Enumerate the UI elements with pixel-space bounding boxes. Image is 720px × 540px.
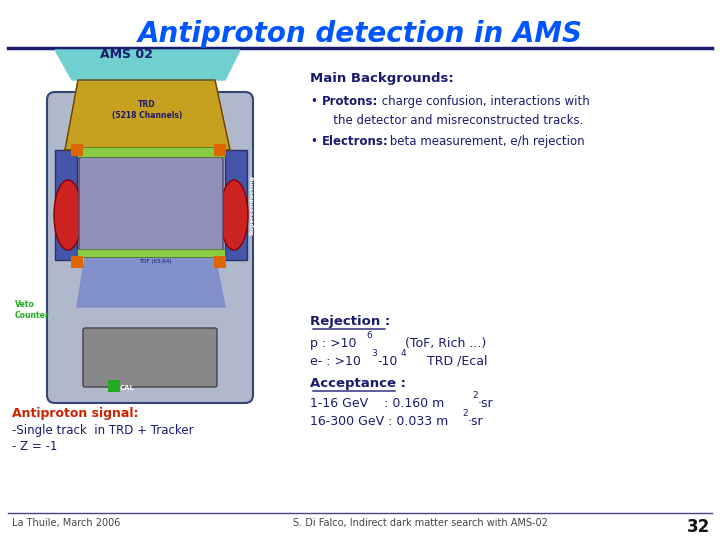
FancyBboxPatch shape bbox=[83, 328, 217, 387]
Text: Antiproton signal:: Antiproton signal: bbox=[12, 407, 138, 420]
Text: 4: 4 bbox=[401, 349, 407, 358]
Text: ·sr: ·sr bbox=[468, 415, 484, 428]
Text: S. Di Falco, Indirect dark matter search with AMS-02: S. Di Falco, Indirect dark matter search… bbox=[292, 518, 547, 528]
Text: Electrons:: Electrons: bbox=[322, 135, 389, 148]
Text: -10: -10 bbox=[377, 355, 397, 368]
Text: Tracker
(300000 Channels): Tracker (300000 Channels) bbox=[118, 199, 184, 211]
Text: 3: 3 bbox=[371, 349, 377, 358]
FancyBboxPatch shape bbox=[47, 92, 253, 403]
Text: •: • bbox=[310, 95, 317, 108]
Text: the detector and misreconstructed tracks.: the detector and misreconstructed tracks… bbox=[322, 114, 583, 127]
Text: ·sr: ·sr bbox=[478, 397, 494, 410]
Bar bbox=[225, 150, 247, 260]
Text: Acceptance :: Acceptance : bbox=[310, 377, 406, 390]
Text: -Single track  in TRD + Tracker: -Single track in TRD + Tracker bbox=[12, 424, 194, 437]
Text: Veto
Counter: Veto Counter bbox=[15, 300, 50, 320]
Text: Protons:: Protons: bbox=[322, 95, 379, 108]
Text: 2: 2 bbox=[462, 409, 467, 418]
Polygon shape bbox=[55, 50, 240, 80]
Bar bbox=[77, 249, 225, 257]
Polygon shape bbox=[77, 257, 225, 307]
Ellipse shape bbox=[54, 180, 82, 250]
Bar bbox=[71, 256, 83, 268]
Text: Main Backgrounds:: Main Backgrounds: bbox=[310, 72, 454, 85]
Text: Antiproton detection in AMS: Antiproton detection in AMS bbox=[138, 20, 582, 48]
Polygon shape bbox=[65, 80, 230, 150]
Text: AMS 02: AMS 02 bbox=[100, 49, 153, 62]
Text: 1-16 GeV    : 0.160 m: 1-16 GeV : 0.160 m bbox=[310, 397, 444, 410]
Text: Superconducting
Magnet: Superconducting Magnet bbox=[249, 175, 261, 235]
Bar bbox=[214, 144, 226, 156]
Text: •: • bbox=[310, 135, 317, 148]
FancyBboxPatch shape bbox=[79, 157, 223, 253]
Bar bbox=[77, 147, 225, 157]
Text: p : >10: p : >10 bbox=[310, 337, 356, 350]
Bar bbox=[214, 256, 226, 268]
Text: 6: 6 bbox=[366, 331, 372, 340]
Text: charge confusion, interactions with: charge confusion, interactions with bbox=[378, 95, 590, 108]
Text: Rejection :: Rejection : bbox=[310, 315, 390, 328]
Text: La Thuile, March 2006: La Thuile, March 2006 bbox=[12, 518, 120, 528]
Text: (ToF, Rich ...): (ToF, Rich ...) bbox=[373, 337, 486, 350]
Bar bbox=[55, 150, 77, 260]
Text: TRD /Ecal: TRD /Ecal bbox=[407, 355, 487, 368]
Text: CAL: CAL bbox=[120, 385, 135, 391]
Text: 16-300 GeV : 0.033 m: 16-300 GeV : 0.033 m bbox=[310, 415, 449, 428]
Text: 2: 2 bbox=[472, 391, 477, 400]
Text: TOF (62,62): TOF (62,62) bbox=[139, 148, 171, 153]
Ellipse shape bbox=[220, 180, 248, 250]
Text: e- : >10: e- : >10 bbox=[310, 355, 361, 368]
Bar bbox=[71, 144, 83, 156]
Text: - Z = -1: - Z = -1 bbox=[12, 440, 58, 453]
Text: TRD
(5218 Channels): TRD (5218 Channels) bbox=[112, 100, 182, 120]
Bar bbox=[108, 380, 120, 392]
Text: 32: 32 bbox=[687, 518, 710, 536]
Text: TOF (63,64): TOF (63,64) bbox=[139, 260, 171, 265]
Text: beta measurement, e/h rejection: beta measurement, e/h rejection bbox=[386, 135, 585, 148]
